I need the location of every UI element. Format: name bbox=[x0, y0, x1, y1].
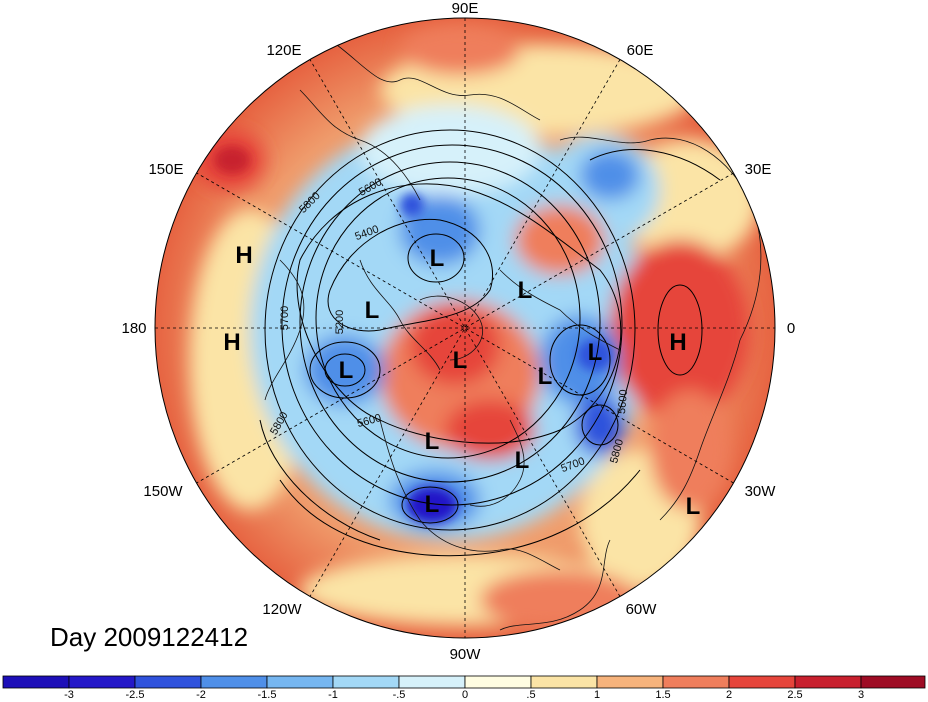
contour-label: 5700 bbox=[279, 306, 291, 330]
lon-label-90w: 90W bbox=[450, 646, 482, 663]
graticule bbox=[155, 18, 775, 638]
colorbar-label: 2 bbox=[726, 689, 732, 701]
map-border bbox=[154, 17, 776, 639]
colorbar-label: 1.5 bbox=[655, 689, 670, 701]
colorbar-label: 3 bbox=[858, 689, 864, 701]
low-label: L bbox=[686, 493, 701, 520]
lon-label-120e: 120E bbox=[266, 42, 301, 59]
contour-label: 5600 bbox=[616, 389, 630, 414]
colorbar-label: 1 bbox=[594, 689, 600, 701]
lon-label-150e: 150E bbox=[148, 161, 183, 178]
low-label: L bbox=[538, 363, 553, 390]
colorbar-swatch bbox=[200, 675, 268, 689]
map-title: Day 2009122412 bbox=[50, 622, 248, 652]
colorbar-swatch bbox=[266, 675, 334, 689]
low-label: L bbox=[453, 347, 468, 374]
colorbar-swatch bbox=[332, 675, 400, 689]
lon-label-150w: 150W bbox=[143, 483, 183, 500]
colorbar-swatches bbox=[2, 675, 926, 689]
high-label: H bbox=[223, 329, 240, 356]
lon-label-120w: 120W bbox=[262, 601, 302, 618]
low-label: L bbox=[339, 357, 354, 384]
colorbar-swatch bbox=[860, 675, 926, 689]
colorbar-label: -2 bbox=[196, 689, 206, 701]
high-label: H bbox=[669, 329, 686, 356]
lon-label-180: 180 bbox=[121, 320, 146, 337]
contour-label: 5200 bbox=[334, 310, 346, 334]
colorbar-label: -1.5 bbox=[258, 689, 277, 701]
lon-label-90e: 90E bbox=[452, 0, 479, 17]
lon-label-60e: 60E bbox=[627, 42, 654, 59]
colorbar-swatch bbox=[464, 675, 532, 689]
lon-label-30e: 30E bbox=[745, 161, 772, 178]
colorbar-label: -2.5 bbox=[126, 689, 145, 701]
low-label: L bbox=[365, 297, 380, 324]
colorbar-swatch bbox=[662, 675, 730, 689]
colorbar-label: -3 bbox=[64, 689, 74, 701]
colorbar-swatch bbox=[596, 675, 664, 689]
colorbar-label: -1 bbox=[328, 689, 338, 701]
colorbar-label: .5 bbox=[526, 689, 535, 701]
coastlines bbox=[264, 39, 762, 631]
colorbar-swatch bbox=[794, 675, 862, 689]
low-label: L bbox=[588, 339, 603, 366]
height-contours bbox=[259, 129, 721, 557]
longitude-labels: 90E 60E 30E 0 30W 60W 90W 120W 150W 180 … bbox=[121, 0, 795, 663]
colorbar-swatch bbox=[2, 675, 70, 689]
pressure-system-labels: H H H L L L L L L L L L L L bbox=[223, 242, 700, 520]
colorbar-labels: -3 -2.5 -2 -1.5 -1 -.5 0 .5 1 1.5 2 2.5 … bbox=[64, 689, 864, 701]
lon-label-30w: 30W bbox=[745, 483, 777, 500]
colorbar: -3 -2.5 -2 -1.5 -1 -.5 0 .5 1 1.5 2 2.5 … bbox=[2, 675, 926, 701]
lon-label-0: 0 bbox=[787, 320, 795, 337]
low-label: L bbox=[425, 428, 440, 455]
colorbar-swatch bbox=[398, 675, 466, 689]
colorbar-label: -.5 bbox=[393, 689, 406, 701]
low-label: L bbox=[518, 277, 533, 304]
low-label: L bbox=[515, 447, 530, 474]
colorbar-swatch bbox=[728, 675, 796, 689]
lon-label-60w: 60W bbox=[626, 601, 658, 618]
colorbar-swatch bbox=[68, 675, 136, 689]
high-label: H bbox=[235, 242, 252, 269]
colorbar-swatch bbox=[134, 675, 202, 689]
colorbar-label: 0 bbox=[462, 689, 468, 701]
low-label: L bbox=[425, 491, 440, 518]
colorbar-label: 2.5 bbox=[787, 689, 802, 701]
low-label: L bbox=[430, 245, 445, 272]
colorbar-swatch bbox=[530, 675, 598, 689]
